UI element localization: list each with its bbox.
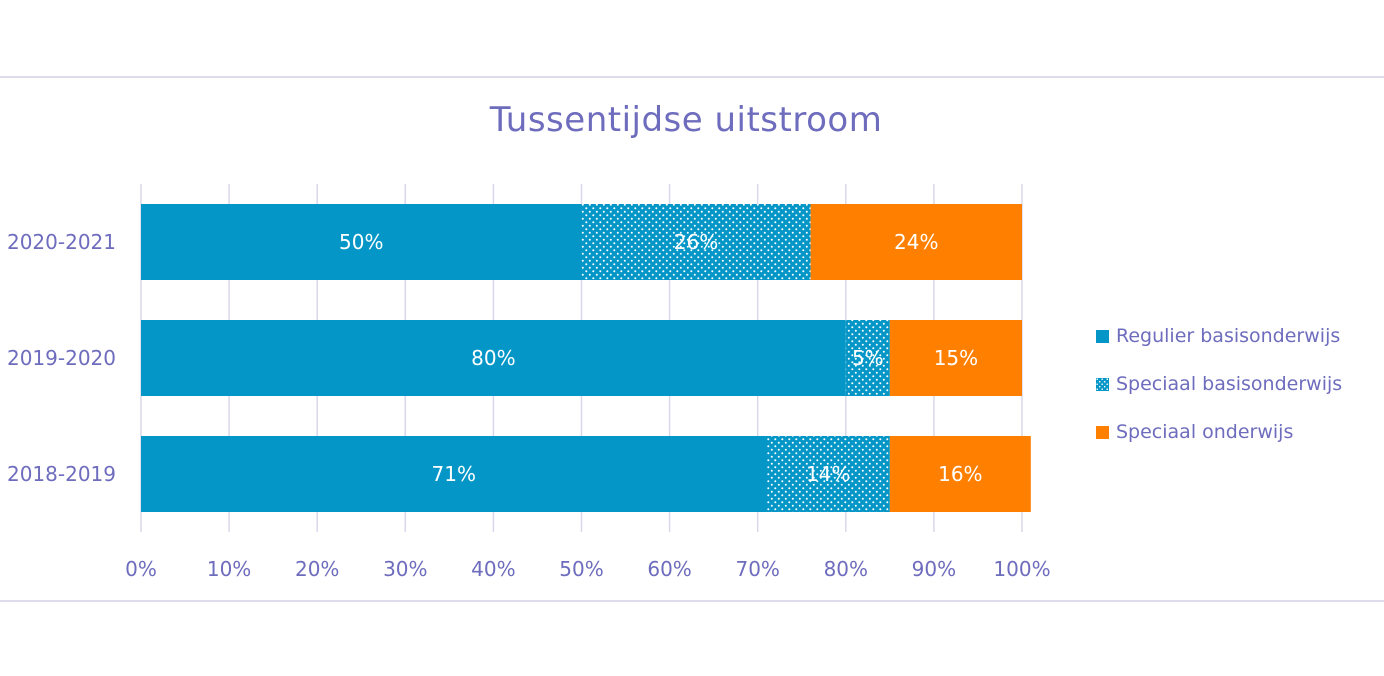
bar-data-label: 71% <box>432 462 476 486</box>
bottom-divider <box>0 600 1384 602</box>
x-tick-label: 100% <box>993 557 1050 581</box>
bar-segment <box>141 204 582 280</box>
bar-segment <box>889 320 1022 396</box>
x-tick-label: 0% <box>125 557 157 581</box>
bars <box>141 204 1031 512</box>
x-tick-label: 50% <box>559 557 603 581</box>
bar-data-label: 5% <box>852 346 884 370</box>
bar-segment <box>141 320 846 396</box>
y-category-label: 2019-2020 <box>7 346 116 370</box>
top-divider <box>0 76 1384 78</box>
x-tick-label: 20% <box>295 557 339 581</box>
x-tick-label: 90% <box>912 557 956 581</box>
y-category-label: 2018-2019 <box>7 462 116 486</box>
bar-data-label: 50% <box>339 230 383 254</box>
legend-item: Speciaal onderwijs <box>1096 408 1342 456</box>
x-tick-label: 70% <box>735 557 779 581</box>
y-category-label: 2020-2021 <box>7 230 116 254</box>
bar-data-label: 15% <box>934 346 978 370</box>
bar-segment <box>141 436 767 512</box>
legend-swatch <box>1096 377 1109 391</box>
data-labels: 50% 26% 24% 80% 5% 15% 71% 14% 16% <box>339 230 983 486</box>
bar-data-label: 14% <box>806 462 850 486</box>
legend-item: Regulier basisonderwijs <box>1096 312 1342 360</box>
x-tick-label: 80% <box>824 557 868 581</box>
bar-segment <box>845 320 890 396</box>
bar-segment <box>766 436 890 512</box>
legend-item: Speciaal basisonderwijs <box>1096 360 1342 408</box>
legend-swatch <box>1096 329 1109 343</box>
bar-data-label: 16% <box>938 462 982 486</box>
x-tick-label: 40% <box>471 557 515 581</box>
bar-data-label: 24% <box>894 230 938 254</box>
bar-segment <box>581 204 811 280</box>
x-tick-label: 60% <box>647 557 691 581</box>
legend-label: Speciaal basisonderwijs <box>1116 373 1343 395</box>
bar-data-label: 26% <box>674 230 718 254</box>
x-tick-label: 30% <box>383 557 427 581</box>
bar-segment <box>810 204 1022 280</box>
bar-segment <box>889 436 1031 512</box>
legend-label: Regulier basisonderwijs <box>1116 325 1341 347</box>
legend-swatch <box>1096 425 1109 439</box>
bar-data-label: 80% <box>471 346 515 370</box>
chart-title: Tussentijdse uitstroom <box>489 100 883 140</box>
x-tick-label: 10% <box>207 557 251 581</box>
axes: 0% 10% 20% 30% 40% 50% 60% 70% 80% 90% 100% 2020-20… <box>7 230 1051 581</box>
legend-label: Speciaal onderwijs <box>1116 421 1294 443</box>
legend: Regulier basisonderwijs Speciaal basisond… <box>1096 312 1342 456</box>
